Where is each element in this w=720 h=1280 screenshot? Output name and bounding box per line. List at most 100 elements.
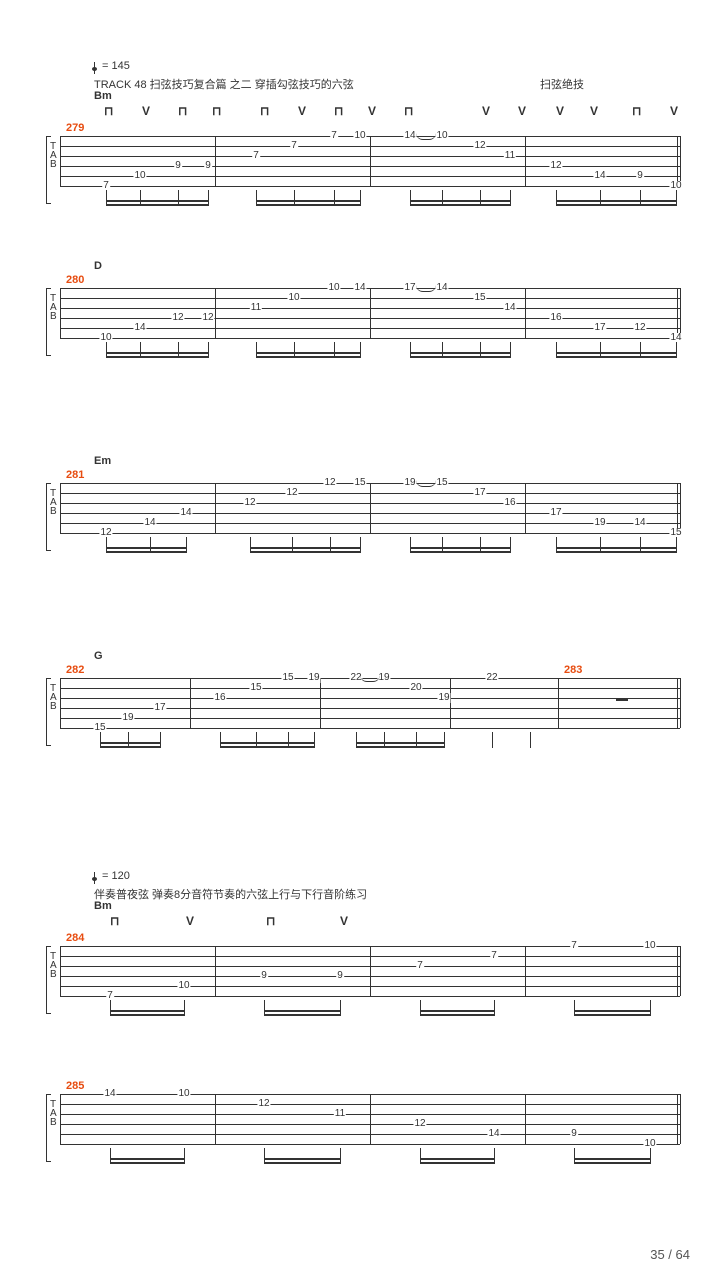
fret-number: 9 bbox=[204, 161, 212, 171]
barline bbox=[558, 678, 559, 728]
fret-number: 7 bbox=[570, 941, 578, 951]
fret-number: 7 bbox=[330, 131, 338, 141]
barline bbox=[60, 946, 61, 996]
fret-number: 12 bbox=[201, 313, 214, 323]
fret-number: 15 bbox=[435, 478, 448, 488]
tab-staff: 151917161515192219201922 bbox=[60, 678, 680, 728]
barline bbox=[370, 136, 371, 186]
chord-label: Bm bbox=[94, 900, 112, 912]
track-title: 伴奏普夜弦 弹奏8分音符节奏的六弦上行与下行音阶练习 bbox=[94, 886, 367, 902]
stroke-mark: ⊓ bbox=[104, 104, 113, 118]
barline bbox=[320, 678, 321, 728]
fret-number: 12 bbox=[549, 161, 562, 171]
barline bbox=[680, 483, 681, 533]
fret-number: 19 bbox=[593, 518, 606, 528]
stroke-mark: ⊓ bbox=[178, 104, 187, 118]
fret-number: 15 bbox=[281, 673, 294, 683]
fret-number: 10 bbox=[177, 1089, 190, 1099]
barline bbox=[680, 288, 681, 338]
stroke-mark: V bbox=[340, 914, 348, 928]
barline bbox=[215, 946, 216, 996]
tab-clef: TAB bbox=[50, 1100, 57, 1127]
stroke-mark: ⊓ bbox=[212, 104, 221, 118]
fret-number: 9 bbox=[174, 161, 182, 171]
fret-number: 9 bbox=[570, 1129, 578, 1139]
rest bbox=[616, 698, 628, 701]
fret-number: 19 bbox=[307, 673, 320, 683]
barline bbox=[370, 946, 371, 996]
fret-number: 14 bbox=[435, 283, 448, 293]
tempo: = 145 bbox=[94, 60, 130, 74]
fret-number: 7 bbox=[290, 141, 298, 151]
tab-staff: 121414121212151915171617191415 bbox=[60, 483, 680, 533]
fret-number: 10 bbox=[327, 283, 340, 293]
fret-number: 10 bbox=[643, 941, 656, 951]
stroke-mark: V bbox=[298, 104, 306, 118]
stroke-mark: V bbox=[670, 104, 678, 118]
fret-number: 12 bbox=[413, 1119, 426, 1129]
fret-number: 16 bbox=[503, 498, 516, 508]
barline bbox=[190, 678, 191, 728]
stroke-mark: ⊓ bbox=[404, 104, 413, 118]
fret-number: 12 bbox=[285, 488, 298, 498]
fret-number: 15 bbox=[353, 478, 366, 488]
chord-label: Em bbox=[94, 455, 111, 467]
tempo: = 120 bbox=[94, 870, 130, 884]
chord-label: G bbox=[94, 650, 103, 662]
fret-number: 7 bbox=[490, 951, 498, 961]
measure-number: 281 bbox=[66, 469, 84, 481]
barline bbox=[215, 288, 216, 338]
fret-number: 9 bbox=[260, 971, 268, 981]
fret-number: 14 bbox=[133, 323, 146, 333]
fret-number: 17 bbox=[153, 703, 166, 713]
fret-number: 12 bbox=[257, 1099, 270, 1109]
barline bbox=[60, 136, 61, 186]
barline bbox=[60, 1094, 61, 1144]
tab-clef: TAB bbox=[50, 142, 57, 169]
barline bbox=[680, 946, 681, 996]
barline bbox=[680, 136, 681, 186]
barline bbox=[370, 1094, 371, 1144]
tie bbox=[416, 133, 436, 140]
fret-number: 15 bbox=[473, 293, 486, 303]
fret-number: 22 bbox=[485, 673, 498, 683]
fret-number: 10 bbox=[177, 981, 190, 991]
tie bbox=[416, 480, 436, 487]
fret-number: 10 bbox=[435, 131, 448, 141]
fret-number: 11 bbox=[334, 1109, 346, 1119]
fret-number: 19 bbox=[437, 693, 450, 703]
stroke-mark: ⊓ bbox=[260, 104, 269, 118]
barline bbox=[680, 678, 681, 728]
tie bbox=[416, 285, 436, 292]
barline bbox=[60, 483, 61, 533]
stroke-mark: V bbox=[518, 104, 526, 118]
barline bbox=[680, 1094, 681, 1144]
barline bbox=[525, 1094, 526, 1144]
fret-number: 14 bbox=[487, 1129, 500, 1139]
barline bbox=[370, 288, 371, 338]
fret-number: 20 bbox=[409, 683, 422, 693]
fret-number: 12 bbox=[473, 141, 486, 151]
fret-number: 12 bbox=[243, 498, 256, 508]
fret-number: 19 bbox=[403, 478, 416, 488]
fret-number: 19 bbox=[121, 713, 134, 723]
stroke-mark: V bbox=[368, 104, 376, 118]
fret-number: 12 bbox=[323, 478, 336, 488]
chord-label: Bm bbox=[94, 90, 112, 102]
barline bbox=[60, 288, 61, 338]
measure-number: 279 bbox=[66, 122, 84, 134]
barline bbox=[215, 136, 216, 186]
measure-number: 282 bbox=[66, 664, 84, 676]
tab-clef: TAB bbox=[50, 684, 57, 711]
stroke-mark: ⊓ bbox=[110, 914, 119, 928]
tab-staff: 7109977710141012111214910 bbox=[60, 136, 680, 186]
stroke-mark: V bbox=[556, 104, 564, 118]
tab-staff: 10141212111010141714151416171214 bbox=[60, 288, 680, 338]
barline bbox=[525, 946, 526, 996]
fret-number: 14 bbox=[143, 518, 156, 528]
measure-number: 284 bbox=[66, 932, 84, 944]
fret-number: 10 bbox=[133, 171, 146, 181]
fret-number: 17 bbox=[403, 283, 416, 293]
measure-number: 280 bbox=[66, 274, 84, 286]
fret-number: 9 bbox=[336, 971, 344, 981]
